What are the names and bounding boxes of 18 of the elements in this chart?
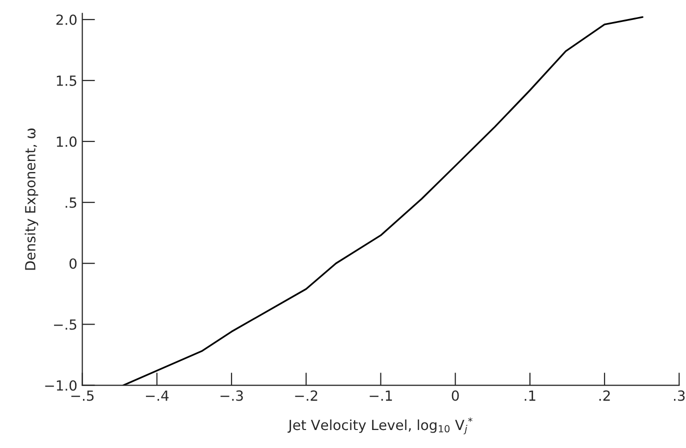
y-tick-label: .5: [66, 198, 76, 208]
x-tick-label: −.1: [370, 390, 392, 401]
y-tick-label: −.5: [54, 319, 76, 330]
y-tick-label: 1.5: [56, 76, 76, 86]
x-tick-label: −.3: [220, 390, 243, 401]
x-tick-label: 0: [452, 390, 459, 401]
y-tick-label: −1.0: [45, 380, 77, 391]
y-tick-label: 1.0: [56, 136, 77, 147]
x-tick-label: .2: [599, 390, 610, 401]
x-tick-label: .1: [524, 390, 536, 401]
x-tick-label: −.4: [146, 390, 169, 401]
line-series: [122, 16, 644, 386]
x-tick-label: −.2: [295, 390, 318, 401]
y-tick-label: 2.0: [56, 14, 77, 26]
x-tick-label: .3: [674, 390, 685, 401]
x-axis-title: Jet Velocity Level, log$_{10}$ V$_{j}$$^{*}$: [288, 417, 472, 434]
y-axis-title: Density Exponent, ω: [24, 128, 38, 270]
y-tick-label: 0: [70, 258, 77, 269]
